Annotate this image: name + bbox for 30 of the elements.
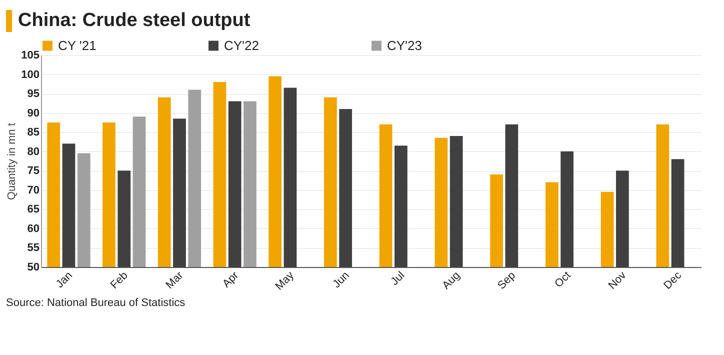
y-tick-label: 75 [27,165,40,178]
y-tick-label: 55 [27,242,40,254]
y-tick-label: 65 [27,204,40,216]
x-tick-label: Nov [606,269,629,292]
y-tick-label: 50 [27,262,40,274]
y-tick-label: 60 [27,222,40,235]
x-tick-label: Sep [496,270,518,292]
y-tick-label: 90 [27,107,40,120]
x-tick-label: Apr [220,269,242,290]
legend-label: CY '21 [58,38,96,53]
legend-label: CY'22 [224,38,260,53]
y-tick-label: 100 [21,68,40,81]
y-tick-label: 105 [21,50,40,62]
y-tick-label: 85 [27,126,40,139]
x-tick-label: Feb [108,270,130,292]
x-tick-label: Jun [330,270,352,291]
y-tick-label: 70 [27,184,40,196]
y-tick-label: 80 [27,146,40,158]
x-tick-label: Jul [388,270,408,288]
x-tick-label: Dec [662,269,684,292]
y-tick-label: 95 [27,88,40,100]
y-axis-title: Quantity in mn t [6,122,18,200]
chart-title: China: Crude steel output [18,10,250,32]
x-tick-label: Aug [440,270,463,292]
legend-label: CY'23 [387,38,422,53]
source-note: Source: National Bureau of Statistics [5,297,186,309]
x-tick-label: Jan [54,270,75,291]
x-tick-label: Oct [552,270,574,290]
x-tick-label: Mar [164,269,186,292]
x-tick-label: May [273,269,297,293]
